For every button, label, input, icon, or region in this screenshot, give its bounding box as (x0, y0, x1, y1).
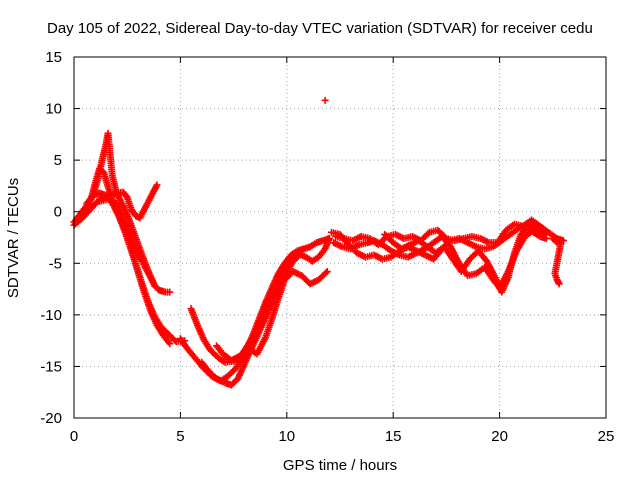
data-point (321, 96, 329, 104)
x-tick-label: 20 (491, 428, 508, 445)
data-point (424, 230, 432, 238)
y-tick-label: -5 (49, 255, 62, 272)
data-point (166, 288, 174, 296)
data-point (323, 268, 331, 276)
data-point (322, 269, 330, 277)
x-tick-label: 25 (598, 428, 615, 445)
y-tick-label: 0 (54, 204, 62, 221)
data-point (294, 252, 302, 260)
data-point (166, 340, 174, 348)
data-point (445, 238, 453, 246)
chart-title: Day 105 of 2022, Sidereal Day-to-day VTE… (47, 20, 593, 37)
y-tick-label: 15 (45, 49, 62, 66)
y-tick-label: 5 (54, 152, 62, 169)
y-tick-label: -20 (40, 410, 62, 427)
data-point (153, 181, 161, 189)
axis-ticks: 0 5 10 15 20 25 -20 -15 -10 -5 0 5 10 15 (40, 49, 614, 445)
x-tick-label: 15 (385, 428, 402, 445)
data-point (296, 251, 304, 259)
x-tick-label: 5 (176, 428, 184, 445)
data-point (325, 235, 333, 243)
y-tick-label: -15 (40, 358, 62, 375)
data-point (542, 235, 550, 243)
y-tick-label: 10 (45, 101, 62, 118)
data-point (555, 280, 563, 288)
data-points (70, 96, 567, 389)
data-point (154, 285, 162, 293)
data-point (540, 230, 548, 238)
x-tick-label: 0 (70, 428, 78, 445)
data-point (171, 336, 179, 344)
x-axis-label: GPS time / hours (283, 457, 397, 474)
plot-border (73, 56, 607, 419)
y-axis-label: SDTVAR / TECUs (5, 178, 22, 298)
x-tick-label: 10 (278, 428, 295, 445)
y-tick-label: -10 (40, 307, 62, 324)
data-point (155, 286, 163, 294)
